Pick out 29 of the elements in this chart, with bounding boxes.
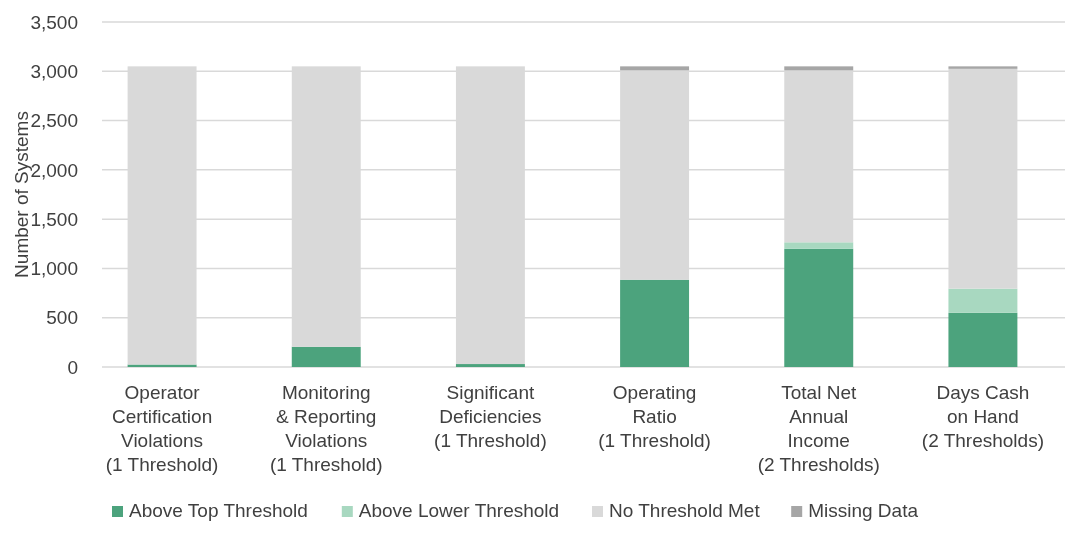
bar <box>620 66 690 71</box>
bar <box>784 242 854 249</box>
bar <box>948 66 1018 69</box>
y-tick-label: 3,000 <box>30 60 78 82</box>
y-tick-label: 2,000 <box>30 159 78 181</box>
x-tick-label: Total Net Annual Income (2 Thresholds) <box>757 382 880 475</box>
bar <box>620 279 690 367</box>
x-tick-label: Days Cash on Hand (2 Thresholds) <box>921 382 1044 451</box>
x-tick-label: Monitoring & Reporting Violations (1 Threshold) <box>269 382 383 475</box>
legend-label: Above Lower Threshold <box>358 500 560 521</box>
y-tick-label: 2,500 <box>30 110 78 132</box>
x-tick-label: Operator Certification Violations (1 Threshold) <box>105 382 219 475</box>
bar <box>784 66 854 71</box>
y-tick-label: 1,000 <box>30 258 78 280</box>
x-tick-label: Significant Deficiencies (1 Threshold) <box>434 382 547 451</box>
y-tick-label: 0 <box>67 356 78 378</box>
bar <box>948 288 1018 313</box>
y-tick-label: 500 <box>46 307 78 329</box>
legend-label: Above Top Threshold <box>129 500 308 521</box>
legend-label: No Threshold Met <box>609 500 761 521</box>
y-axis-title: Number of Systems <box>11 111 32 278</box>
x-tick-label: Operating Ratio (1 Threshold) <box>598 382 711 451</box>
bar <box>948 312 1018 367</box>
y-tick-label: 3,500 <box>30 11 78 33</box>
bar <box>784 248 854 367</box>
y-tick-label: 1,500 <box>30 208 78 230</box>
bar <box>291 346 361 367</box>
bar <box>455 364 525 367</box>
legend-label: Missing Data <box>808 500 919 521</box>
